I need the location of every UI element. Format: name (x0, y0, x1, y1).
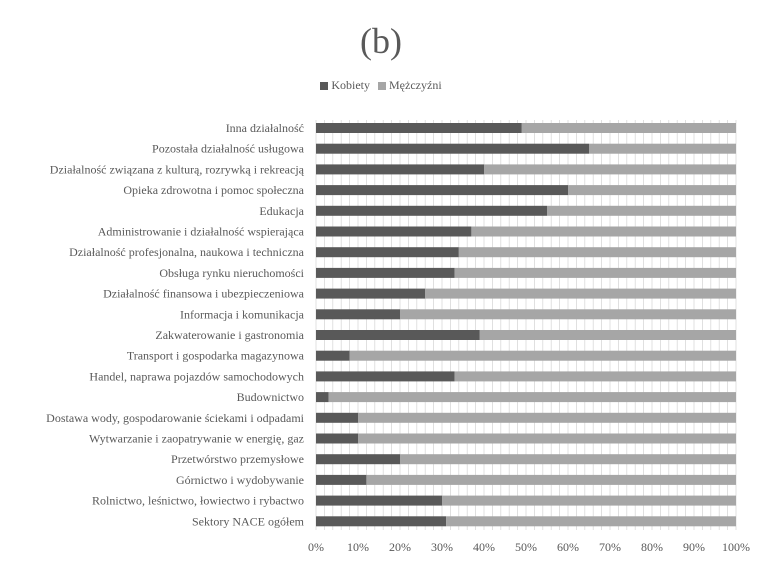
x-tick-label-10: 100% (722, 540, 750, 554)
bar-kobiety-2 (316, 164, 484, 175)
bar-mezczyzni-1 (589, 143, 736, 154)
legend-label-1: Mężczyźni (389, 78, 442, 92)
bar-mezczyzni-12 (454, 371, 736, 382)
category-label-0: Inna działalność (226, 121, 304, 135)
bar-mezczyzni-19 (446, 516, 736, 527)
legend-label-0: Kobiety (331, 78, 371, 92)
bar-mezczyzni-4 (547, 205, 736, 216)
bar-mezczyzni-10 (479, 330, 736, 340)
bar-kobiety-10 (316, 330, 480, 340)
bar-mezczyzni-2 (484, 164, 736, 175)
x-tick-label-4: 40% (473, 540, 495, 554)
bar-mezczyzni-14 (358, 412, 736, 423)
bar-kobiety-4 (316, 205, 547, 216)
bar-kobiety-1 (316, 143, 589, 154)
bar-mezczyzni-16 (400, 454, 736, 465)
x-tick-label-6: 60% (557, 540, 579, 554)
bar-kobiety-11 (316, 350, 350, 361)
category-label-3: Opieka zdrowotna i pomoc społeczna (123, 183, 304, 197)
legend: Kobiety Mężczyźni (0, 78, 762, 94)
x-tick-label-1: 10% (347, 540, 369, 554)
legend-swatch-0 (320, 81, 329, 90)
bar-mezczyzni-5 (471, 226, 736, 237)
category-label-19: Sektory NACE ogółem (192, 514, 305, 528)
bar-kobiety-8 (316, 288, 426, 299)
x-tick-label-0: 0% (308, 540, 324, 554)
bar-kobiety-6 (316, 247, 459, 258)
category-label-4: Edukacja (259, 204, 304, 218)
bar-kobiety-12 (316, 371, 455, 382)
bar-mezczyzni-6 (458, 247, 736, 258)
bar-kobiety-15 (316, 433, 358, 444)
category-label-18: Rolnictwo, leśnictwo, łowiectwo i rybact… (92, 494, 304, 508)
bar-kobiety-14 (316, 412, 358, 423)
bar-kobiety-7 (316, 267, 455, 278)
legend-swatch-1 (378, 81, 387, 90)
category-label-17: Górnictwo i wydobywanie (176, 473, 304, 487)
legend-item-1: Mężczyźni (378, 78, 442, 93)
x-tick-label-9: 90% (683, 540, 705, 554)
bar-kobiety-19 (316, 516, 447, 527)
category-label-11: Transport i gospodarka magazynowa (127, 349, 305, 363)
category-label-15: Wytwarzanie i zaopatrywanie w energię, g… (89, 432, 304, 446)
category-label-8: Działalność finansowa i ubezpieczeniowa (103, 287, 305, 301)
category-label-16: Przetwórstwo przemysłowe (171, 452, 304, 466)
x-tick-label-3: 30% (431, 540, 453, 554)
category-label-1: Pozostała działalność usługowa (152, 142, 305, 156)
category-label-6: Działalność profesjonalna, naukowa i tec… (69, 245, 305, 259)
bar-mezczyzni-7 (454, 267, 736, 278)
bar-mezczyzni-11 (349, 350, 736, 361)
category-label-5: Administrowanie i działalność wspierając… (98, 225, 305, 239)
bar-kobiety-5 (316, 226, 472, 237)
x-tick-label-8: 80% (641, 540, 663, 554)
category-label-10: Zakwaterowanie i gastronomia (155, 328, 304, 342)
category-label-12: Handel, naprawa pojazdów samochodowych (89, 369, 304, 383)
legend-item-0: Kobiety (320, 78, 370, 93)
chart-title: (b) (360, 21, 402, 61)
bar-mezczyzni-15 (358, 433, 736, 444)
x-tick-label-2: 20% (389, 540, 411, 554)
bar-mezczyzni-17 (366, 474, 736, 485)
bar-kobiety-18 (316, 495, 442, 506)
bar-mezczyzni-9 (400, 309, 736, 320)
bar-mezczyzni-13 (328, 392, 736, 403)
x-tick-label-7: 70% (599, 540, 621, 554)
category-label-9: Informacja i komunikacja (180, 307, 305, 321)
bar-kobiety-13 (316, 392, 329, 403)
x-tick-label-5: 50% (515, 540, 537, 554)
bar-kobiety-17 (316, 474, 367, 485)
category-label-13: Budownictwo (237, 390, 304, 404)
bar-mezczyzni-0 (521, 123, 736, 133)
bar-kobiety-9 (316, 309, 400, 320)
category-label-2: Działalność związana z kulturą, rozrywką… (50, 162, 305, 176)
category-label-14: Dostawa wody, gospodarowanie ściekami i … (46, 411, 304, 425)
bar-mezczyzni-18 (442, 495, 736, 506)
category-label-7: Obsługa rynku nieruchomości (159, 266, 304, 280)
bar-mezczyzni-3 (568, 185, 736, 196)
bar-mezczyzni-8 (425, 288, 736, 299)
bar-kobiety-16 (316, 454, 400, 465)
bar-kobiety-0 (316, 123, 522, 133)
bar-kobiety-3 (316, 185, 568, 196)
